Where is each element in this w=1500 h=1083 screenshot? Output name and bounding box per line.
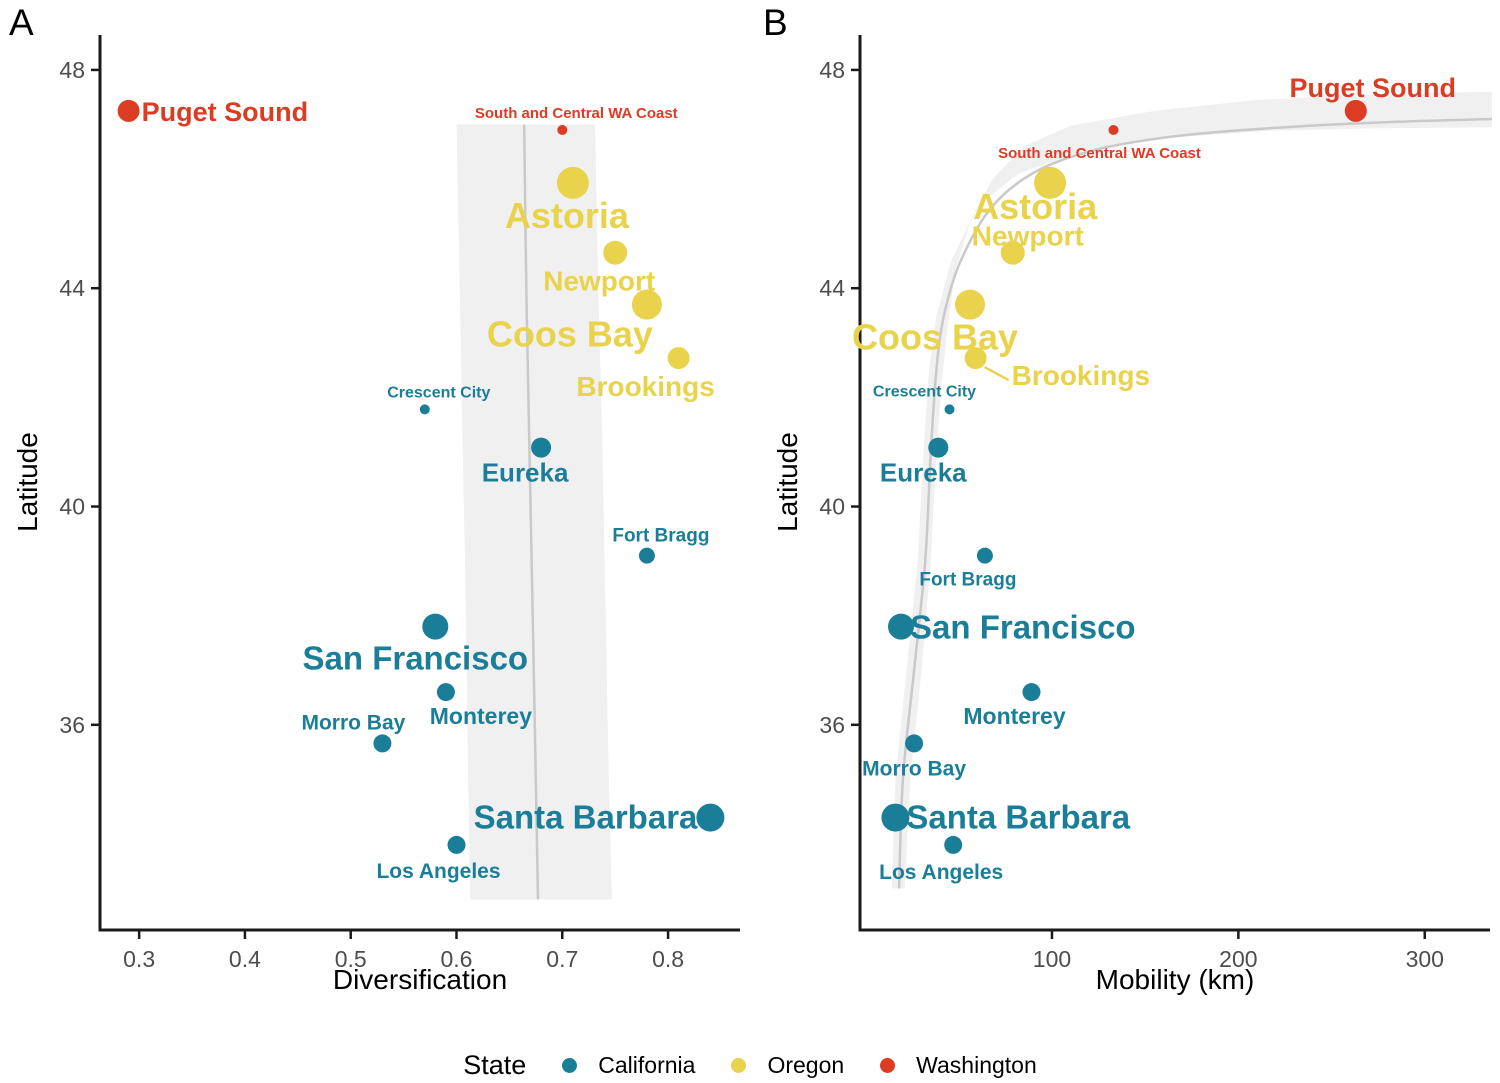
washington-dot-icon: [880, 1058, 896, 1073]
state-legend: State California Oregon Washington: [0, 1050, 1500, 1081]
data-point-label-monterey: Monterey: [430, 703, 532, 729]
data-point-brookings: [964, 347, 987, 370]
data-point-label-puget-sound: Puget Sound: [142, 97, 308, 127]
data-point-astoria: [1034, 166, 1067, 199]
data-point-label-san-francisco: San Francisco: [910, 609, 1136, 646]
data-point-label-morro-bay: Morro Bay: [301, 711, 405, 734]
legend-item-oregon: Oregon: [731, 1052, 844, 1079]
legend-label-washington: Washington: [916, 1052, 1037, 1078]
x-tick-label: 200: [1219, 946, 1257, 972]
data-point-label-south-and-central-wa-coast: South and Central WA Coast: [998, 145, 1201, 162]
legend-item-washington: Washington: [880, 1052, 1037, 1079]
x-tick-label: 300: [1406, 946, 1444, 972]
y-tick-label: 40: [819, 494, 845, 520]
data-point-eureka: [928, 437, 949, 458]
data-point-label-fort-bragg: Fort Bragg: [919, 570, 1016, 591]
y-tick-label: 36: [59, 712, 85, 738]
data-point-label-eureka: Eureka: [880, 458, 967, 488]
data-point-newport: [1000, 240, 1025, 265]
panel-b-y-axis-title: Latitude: [772, 432, 803, 532]
data-point-brookings: [667, 347, 690, 370]
data-point-coos-bay: [955, 289, 985, 320]
x-tick-label: 0.7: [546, 946, 578, 972]
data-point-coos-bay: [631, 289, 662, 320]
data-point-label-astoria: Astoria: [505, 195, 630, 236]
data-point-south-and-central-wa-coast: [557, 125, 568, 135]
data-point-label-crescent-city: Crescent City: [387, 384, 490, 401]
panel-b-plot: 36 40 44 48 100 200 300 Puget Sound South and Ce…: [819, 35, 1492, 972]
data-point-label-brookings: Brookings: [1012, 360, 1150, 391]
panel-b-x-axis-title: Mobility (km): [1095, 964, 1255, 995]
data-point-label-morro-bay: Morro Bay: [862, 757, 966, 780]
data-point-label-los-angeles: Los Angeles: [376, 860, 500, 883]
data-point-label-coos-bay: Coos Bay: [487, 314, 653, 355]
data-point-label-coos-bay: Coos Bay: [852, 317, 1018, 358]
panel-a-tag: A: [9, 2, 34, 43]
panel-a-x-axis-title: Diversification: [332, 964, 508, 995]
data-point-san-francisco: [888, 613, 914, 640]
data-point-san-francisco: [422, 613, 449, 640]
data-point-puget-sound: [117, 99, 140, 122]
data-point-puget-sound: [1344, 99, 1367, 122]
data-point-newport: [603, 240, 628, 265]
data-point-crescent-city: [944, 404, 955, 415]
y-tick-label: 40: [59, 494, 85, 520]
y-tick-label: 44: [819, 275, 845, 301]
data-point-label-los-angeles: Los Angeles: [879, 861, 1003, 884]
data-point-astoria: [556, 166, 589, 199]
confidence-band: [456, 124, 612, 900]
data-point-los-angeles: [447, 835, 466, 854]
panel-a-plot: 36 40 44 48 0.3 0.4 0.5 0.6 0.7 0.8 Puget Sound Sou…: [59, 35, 740, 972]
x-tick-label: 0.6: [441, 946, 473, 972]
x-tick-label: 0.5: [335, 946, 367, 972]
data-point-label-eureka: Eureka: [482, 458, 569, 488]
data-point-morro-bay: [373, 734, 392, 753]
x-tick-label: 0.4: [229, 946, 261, 972]
panel-a-y-axis-title: Latitude: [12, 432, 43, 532]
data-point-monterey: [1022, 683, 1041, 702]
data-point-monterey: [436, 683, 455, 702]
data-point-label-crescent-city: Crescent City: [873, 383, 976, 400]
data-point-label-puget-sound: Puget Sound: [1290, 73, 1456, 103]
label-leader-line-brookings: [983, 365, 1010, 382]
oregon-dot-icon: [731, 1058, 747, 1073]
data-point-santa-barbara: [881, 803, 910, 832]
legend-title: State: [463, 1050, 527, 1080]
data-point-south-and-central-wa-coast: [1108, 125, 1119, 135]
data-point-label-astoria: Astoria: [973, 186, 1098, 227]
data-point-label-san-francisco: San Francisco: [303, 640, 529, 677]
data-point-label-santa-barbara: Santa Barbara: [906, 799, 1130, 836]
data-point-label-brookings: Brookings: [576, 371, 714, 402]
legend-label-california: California: [598, 1052, 696, 1078]
x-tick-label: 100: [1033, 946, 1071, 972]
legend-label-oregon: Oregon: [767, 1052, 845, 1078]
california-dot-icon: [562, 1058, 578, 1073]
y-tick-label: 48: [59, 57, 85, 83]
data-point-fort-bragg: [638, 547, 655, 564]
panel-b-tag: B: [763, 2, 788, 43]
trend-line: [897, 117, 1492, 889]
data-point-crescent-city: [419, 404, 430, 415]
trend-line: [522, 124, 540, 900]
data-point-eureka: [531, 437, 552, 458]
data-point-label-newport: Newport: [972, 221, 1084, 252]
data-point-label-santa-barbara: Santa Barbara: [474, 799, 698, 836]
data-point-fort-bragg: [976, 547, 993, 564]
legend-item-california: California: [562, 1052, 695, 1079]
data-point-label-fort-bragg: Fort Bragg: [612, 526, 709, 547]
data-point-los-angeles: [944, 835, 963, 854]
x-tick-label: 0.8: [652, 946, 684, 972]
data-point-label-newport: Newport: [543, 266, 655, 297]
y-tick-label: 36: [819, 712, 845, 738]
data-point-label-south-and-central-wa-coast: South and Central WA Coast: [475, 105, 678, 122]
data-point-santa-barbara: [696, 803, 725, 832]
x-tick-label: 0.3: [123, 946, 155, 972]
y-tick-label: 48: [819, 57, 845, 83]
y-tick-label: 44: [59, 275, 85, 301]
data-point-morro-bay: [905, 734, 924, 753]
data-point-label-monterey: Monterey: [963, 703, 1065, 729]
